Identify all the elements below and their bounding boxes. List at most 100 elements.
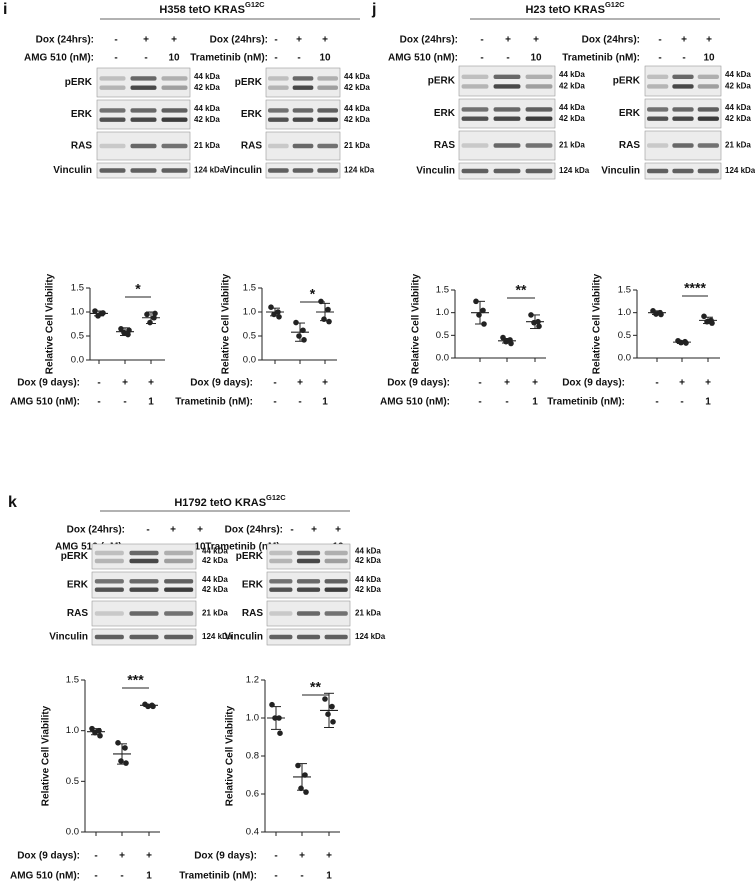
- kda-label: 124 kDa: [202, 632, 233, 641]
- treatment-label: AMG 510 (nM):: [55, 542, 125, 553]
- significance-label: **: [310, 679, 321, 695]
- y-tick-label: 0.5: [66, 776, 79, 787]
- kda-label: 44 kDa: [725, 103, 751, 112]
- panel-letter: i: [3, 1, 7, 18]
- blot-band: [292, 143, 314, 149]
- blot-band: [697, 116, 719, 121]
- x-row-label: Dox (9 days):: [17, 851, 80, 862]
- blot-band: [269, 634, 293, 640]
- kda-label: 21 kDa: [194, 141, 220, 150]
- blot-band: [267, 76, 289, 81]
- blot-band: [129, 611, 159, 616]
- x-row-label: Dox (9 days):: [190, 378, 253, 389]
- protein-label: pERK: [65, 77, 93, 88]
- treatment-value: +: [533, 35, 539, 46]
- kda-label: 44 kDa: [194, 104, 220, 113]
- blot-band: [296, 579, 321, 584]
- data-point: [152, 310, 158, 317]
- protein-label: ERK: [67, 580, 89, 591]
- blot-band: [292, 168, 314, 173]
- treatment-value: +: [311, 525, 317, 536]
- blot-image: [91, 571, 197, 599]
- kda-label: 124 kDa: [559, 166, 590, 175]
- kda-label: 42 kDa: [344, 83, 370, 92]
- blot-band: [317, 85, 339, 90]
- protein-label: pERK: [235, 77, 263, 88]
- blot-band: [292, 76, 314, 81]
- kda-label: 42 kDa: [194, 115, 220, 124]
- x-row-value: -: [298, 397, 301, 408]
- data-point: [144, 311, 150, 318]
- y-tick-label: 0.5: [436, 330, 449, 341]
- treatment-label: AMG 510 (nM):: [388, 53, 458, 64]
- treatment-value: +: [143, 35, 149, 46]
- blot-band: [129, 579, 159, 584]
- blot-band: [324, 550, 348, 556]
- y-tick-label: 0.0: [71, 355, 84, 366]
- y-tick-label: 0.0: [618, 353, 631, 364]
- x-row-value: +: [326, 851, 332, 862]
- blot-band: [94, 587, 124, 592]
- data-point: [329, 703, 335, 710]
- panel-letter: j: [371, 1, 376, 18]
- title-superscript: G12C: [266, 493, 286, 502]
- x-row-value: 1: [705, 397, 711, 408]
- y-tick-label: 0.0: [436, 353, 449, 364]
- data-point: [322, 696, 328, 702]
- x-row-value: 1: [146, 871, 152, 882]
- blot-band: [324, 587, 348, 592]
- y-tick-label: 0.6: [246, 789, 259, 800]
- blot-band: [317, 168, 339, 173]
- treatment-value: 10: [319, 53, 331, 64]
- significance-label: *: [135, 281, 141, 297]
- blot-band: [164, 550, 194, 556]
- x-row-value: -: [120, 871, 123, 882]
- protein-label: pERK: [61, 551, 89, 562]
- panel-title: H1792 tetO KRASG12C: [174, 493, 286, 508]
- blot-band: [99, 143, 126, 149]
- y-tick-label: 0.4: [246, 827, 259, 838]
- protein-label: pERK: [428, 76, 456, 87]
- x-row-label: Dox (9 days):: [194, 851, 257, 862]
- data-point: [301, 337, 307, 343]
- x-row-value: +: [119, 851, 125, 862]
- blot-band: [269, 587, 293, 592]
- y-tick-label: 1.2: [246, 675, 259, 686]
- protein-label: Vinculin: [49, 632, 88, 643]
- y-tick-label: 1.5: [66, 675, 79, 686]
- kda-label: 44 kDa: [344, 72, 370, 81]
- data-point: [531, 319, 537, 326]
- treatment-value: -: [274, 35, 277, 46]
- x-row-value: -: [505, 397, 508, 408]
- treatment-value: +: [335, 525, 341, 536]
- x-row-label: Dox (9 days):: [562, 378, 625, 389]
- kda-label: 21 kDa: [355, 609, 381, 618]
- x-row-label: Trametinib (nM):: [547, 397, 625, 408]
- panel-title: H23 tetO KRASG12C: [525, 0, 625, 15]
- treatment-value: -: [658, 35, 661, 46]
- treatment-value: +: [681, 35, 687, 46]
- blot-band: [672, 143, 694, 148]
- kda-label: 42 kDa: [355, 585, 381, 594]
- panel-letter: k: [8, 494, 17, 511]
- data-point: [325, 711, 331, 717]
- x-row-value: 1: [326, 871, 332, 882]
- x-row-value: -: [94, 851, 97, 862]
- treatment-label: Trametinib (nM):: [205, 542, 283, 553]
- blot-band: [647, 168, 669, 174]
- blot-band: [267, 117, 289, 122]
- x-row-value: +: [146, 851, 152, 862]
- blot-band: [164, 558, 194, 564]
- blot-image: [644, 65, 722, 97]
- x-row-value: -: [274, 871, 277, 882]
- blot-band: [296, 634, 321, 640]
- blot-band: [461, 143, 489, 148]
- blot-band: [161, 143, 188, 149]
- blot-band: [99, 168, 126, 173]
- kda-label: 42 kDa: [344, 115, 370, 124]
- blot-band: [129, 587, 159, 592]
- blot-band: [493, 168, 521, 174]
- blot-image: [644, 98, 722, 129]
- title-superscript: G12C: [245, 0, 265, 9]
